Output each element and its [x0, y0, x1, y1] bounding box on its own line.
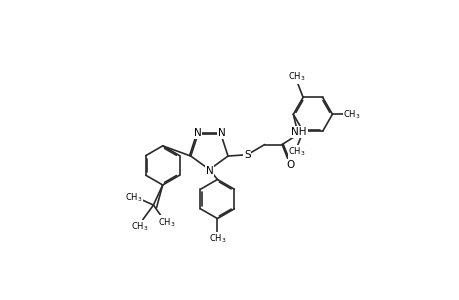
Text: N: N [217, 128, 225, 138]
Text: CH$_3$: CH$_3$ [131, 221, 149, 233]
Text: CH$_3$: CH$_3$ [208, 232, 226, 245]
Text: CH$_3$: CH$_3$ [158, 216, 175, 229]
Text: O: O [286, 160, 294, 170]
Text: CH$_3$: CH$_3$ [124, 192, 142, 204]
Text: N: N [205, 166, 213, 176]
Text: S: S [243, 150, 250, 160]
Text: CH$_3$: CH$_3$ [288, 70, 305, 83]
Text: CH$_3$: CH$_3$ [288, 146, 305, 158]
Text: NH: NH [291, 127, 306, 137]
Text: CH$_3$: CH$_3$ [342, 108, 360, 121]
Text: N: N [193, 128, 201, 138]
